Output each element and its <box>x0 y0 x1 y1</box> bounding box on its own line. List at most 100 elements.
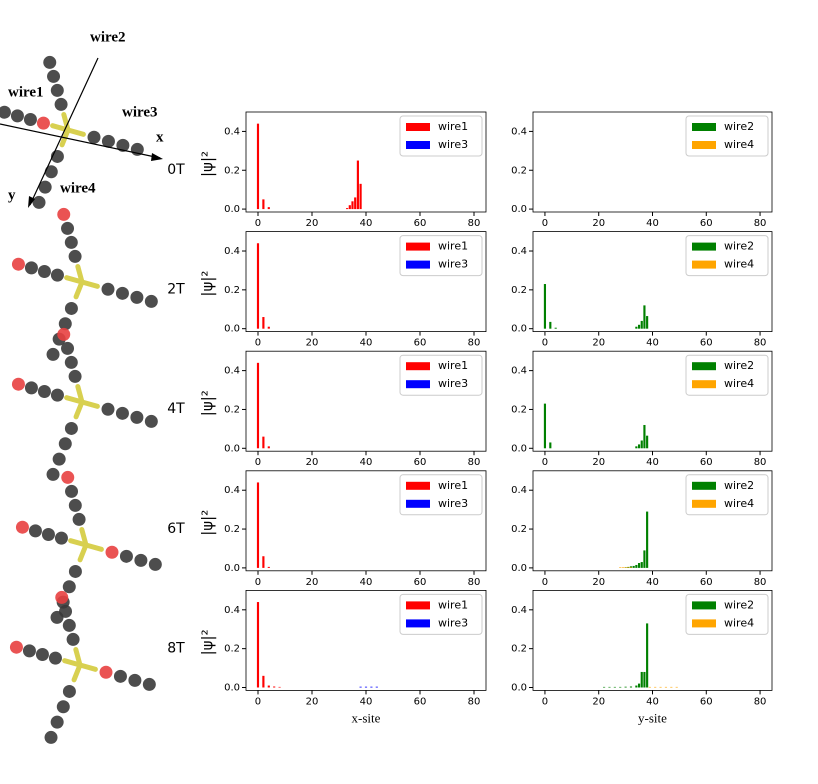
atom <box>68 498 82 512</box>
x-tick-label: 20 <box>592 696 605 707</box>
atom <box>55 590 69 604</box>
bar <box>640 562 643 568</box>
atom <box>54 531 68 545</box>
atom <box>52 452 66 466</box>
x-tick-label: 60 <box>700 338 713 349</box>
y-tick-label: 0.4 <box>511 246 527 257</box>
x-tick-label: 80 <box>754 696 767 707</box>
x-tick-label: 60 <box>700 457 713 468</box>
atom <box>56 700 70 714</box>
bond <box>77 542 89 563</box>
bar <box>629 567 633 568</box>
atom <box>61 341 75 355</box>
atom <box>61 470 75 484</box>
x-tick-label: 60 <box>700 218 713 229</box>
legend-label: wire2 <box>724 240 754 253</box>
y-tick-label: 0.0 <box>224 324 240 335</box>
bar <box>364 686 368 688</box>
atom <box>57 207 71 221</box>
molecule-diagrams <box>0 55 162 744</box>
y-tick-label: 0.2 <box>511 285 527 296</box>
atom <box>119 549 133 563</box>
field-label: 8T <box>167 640 185 656</box>
bar <box>256 243 260 329</box>
subplot: 0.0 0.2 0.4 0 20 40 60 80 wire2 wire4 <box>511 111 773 229</box>
x-axis-label: y-site <box>638 710 667 725</box>
legend-swatch <box>692 362 716 371</box>
bar <box>359 686 362 688</box>
legend-label: wire1 <box>438 479 468 492</box>
bond <box>64 395 85 405</box>
bar <box>273 686 276 688</box>
bar <box>267 566 270 568</box>
atom <box>50 715 64 729</box>
atom <box>28 524 42 538</box>
bar <box>664 686 668 688</box>
atom <box>15 520 29 534</box>
atom <box>72 512 86 526</box>
y-tick-label: 0.0 <box>224 682 240 693</box>
atom <box>62 580 76 594</box>
atom <box>115 406 129 420</box>
y-tick-label: 0.2 <box>511 524 527 535</box>
atom <box>64 421 78 435</box>
y-tick-label: 0.0 <box>511 682 527 693</box>
y-tick-label: 0.4 <box>511 605 527 616</box>
atom <box>38 180 52 194</box>
bond <box>65 127 86 137</box>
x-tick-label: 20 <box>592 577 605 588</box>
subplot: 0.0 0.2 0.4 0 20 40 60 80 wire1 wire3 4T |ψ|² <box>167 350 487 468</box>
x-axis-line <box>0 123 161 159</box>
x-tick-label: 40 <box>360 577 373 588</box>
y-axis-label: |ψ|² <box>199 510 217 536</box>
bar <box>643 305 646 329</box>
x-tick-label: 0 <box>255 457 261 468</box>
atom <box>0 105 11 119</box>
atom <box>68 564 82 578</box>
x-tick-label: 20 <box>592 457 605 468</box>
y-tick-label: 0.0 <box>224 563 240 574</box>
atom <box>24 381 38 395</box>
y-tick-label: 0.2 <box>511 165 527 176</box>
atom <box>36 116 50 130</box>
subplot: 0.0 0.2 0.4 0 20 40 60 80 wire2 wire4 <box>511 231 773 349</box>
x-tick-label: 20 <box>306 218 319 229</box>
atom <box>65 484 79 498</box>
bond <box>77 662 98 672</box>
legend-label: wire3 <box>438 497 468 510</box>
bar <box>262 199 265 210</box>
atom <box>116 138 130 152</box>
legend-swatch <box>692 242 716 251</box>
x-tick-label: 0 <box>255 577 261 588</box>
legend-label: wire4 <box>724 616 754 629</box>
y-tick-label: 0.2 <box>224 285 240 296</box>
field-label: 6T <box>167 521 185 537</box>
bar <box>627 567 630 568</box>
legend-swatch <box>406 481 430 490</box>
legend-label: wire3 <box>438 138 468 151</box>
x-tick-label: 80 <box>754 218 767 229</box>
atom <box>44 730 58 744</box>
subplot: 0.0 0.2 0.4 0 20 40 60 80 wire2 wire4 <box>511 470 773 588</box>
x-tick-label: 60 <box>414 218 427 229</box>
bar <box>603 686 606 688</box>
bar <box>640 320 643 329</box>
atom <box>68 369 82 383</box>
bond <box>79 399 100 409</box>
atom <box>46 467 60 481</box>
x-tick-label: 0 <box>542 696 548 707</box>
legend-label: wire1 <box>438 240 468 253</box>
legend-label: wire2 <box>724 479 754 492</box>
atom <box>11 257 25 271</box>
bar <box>543 284 547 329</box>
legend-swatch <box>692 499 716 508</box>
y-tick-label: 0.4 <box>224 605 240 616</box>
y-tick-label: 0.4 <box>511 126 527 137</box>
legend-swatch <box>406 362 430 371</box>
atom <box>130 410 144 424</box>
atom <box>9 640 23 654</box>
x-tick-label: 80 <box>754 457 767 468</box>
bar <box>635 685 638 688</box>
legend-label: wire1 <box>438 120 468 133</box>
atom <box>113 669 127 683</box>
